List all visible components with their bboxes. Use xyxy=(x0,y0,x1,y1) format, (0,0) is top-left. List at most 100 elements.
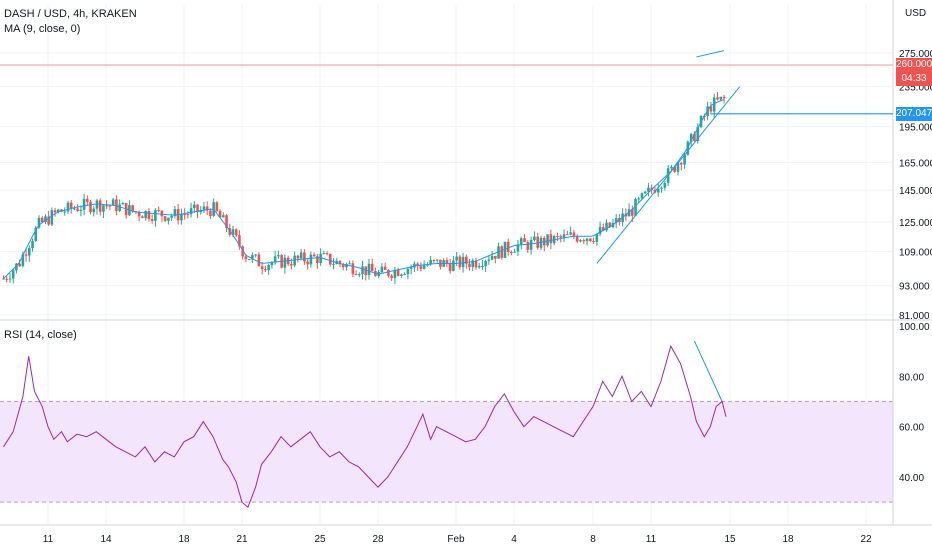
candle-body xyxy=(663,182,667,188)
candle-body xyxy=(209,210,212,216)
candle-body xyxy=(364,266,368,276)
candle-body xyxy=(2,278,5,280)
time-tick-label: 25 xyxy=(314,534,326,545)
candle-body xyxy=(516,244,520,252)
candle-body xyxy=(380,266,384,273)
candle-body xyxy=(526,242,530,250)
time-tick-label: 8 xyxy=(590,534,596,545)
rsi-tick-label: 40.00 xyxy=(899,473,924,484)
candle-body xyxy=(546,234,549,246)
candle-body xyxy=(293,255,296,266)
candle-body xyxy=(595,233,599,242)
price-tick-label: 195.000 xyxy=(899,123,932,134)
candle-body xyxy=(231,229,235,235)
candle-body xyxy=(592,241,595,243)
candle-body xyxy=(406,268,410,275)
candle-body xyxy=(283,257,287,268)
candle-body xyxy=(647,187,650,192)
candle-body xyxy=(403,274,406,276)
candle-body xyxy=(202,206,206,210)
candle-body xyxy=(719,96,723,100)
candle-body xyxy=(316,256,319,264)
rsi-tick-label: 60.00 xyxy=(899,423,924,434)
candle-body xyxy=(105,205,108,207)
candle-body xyxy=(277,255,280,257)
candle-body xyxy=(95,200,99,209)
price-tick-label: 235.000 xyxy=(899,83,932,94)
candle-body xyxy=(533,236,536,241)
candle-body xyxy=(429,259,432,265)
candle-body xyxy=(118,204,121,211)
candle-body xyxy=(31,240,34,249)
candle-body xyxy=(186,214,190,216)
candle-body xyxy=(180,214,183,221)
candle-body xyxy=(650,187,653,190)
candle-body xyxy=(506,241,510,252)
candle-body xyxy=(465,256,468,264)
candle-body xyxy=(468,263,471,268)
candle-body xyxy=(484,260,487,267)
candle-body xyxy=(218,210,222,218)
candle-body xyxy=(37,217,41,228)
support-trendline xyxy=(596,86,741,264)
candle-body xyxy=(656,188,660,193)
candle-body xyxy=(494,255,497,259)
candle-body xyxy=(338,260,342,265)
candle-body xyxy=(69,202,73,209)
candle-body xyxy=(413,263,416,268)
candle-body xyxy=(722,96,726,99)
rsi-tick-label: 80.00 xyxy=(899,372,924,383)
candle-body xyxy=(173,209,177,216)
price-tick-label: 165.000 xyxy=(899,158,932,169)
candle-body xyxy=(679,163,683,165)
rsi-axis-ticks: 100.00 80.00 60.00 40.00 xyxy=(899,322,930,484)
candle-body xyxy=(167,217,170,221)
chart-title: DASH / USD, 4h, KRAKEN xyxy=(4,8,137,20)
candle-body xyxy=(390,275,393,278)
candle-body xyxy=(351,263,355,275)
time-tick-label: 4 xyxy=(511,534,517,545)
candle-body xyxy=(82,199,86,210)
candle-body xyxy=(312,254,316,257)
candle-body xyxy=(474,260,478,268)
candle-body xyxy=(222,215,225,218)
candle-body xyxy=(432,259,436,261)
candle-body xyxy=(614,218,618,223)
candle-body xyxy=(634,199,637,216)
candle-body xyxy=(396,269,400,276)
candle-body xyxy=(170,215,173,218)
countdown-tag: 04:33 xyxy=(896,72,932,87)
time-tick-label: 28 xyxy=(372,534,384,545)
candle-body xyxy=(358,274,361,276)
candle-body xyxy=(215,202,219,211)
candle-body xyxy=(481,266,484,268)
candle-body xyxy=(309,254,313,265)
candle-body xyxy=(57,209,60,213)
candle-body xyxy=(141,216,144,219)
time-tick-label: 18 xyxy=(178,534,190,545)
candle-body xyxy=(111,199,115,206)
rsi-divergence-line xyxy=(693,340,723,402)
time-tick-label: 21 xyxy=(236,534,248,545)
candle-body xyxy=(539,237,543,248)
candle-body xyxy=(575,236,579,242)
candle-body xyxy=(183,214,186,216)
rsi-band xyxy=(0,401,893,503)
candle-body xyxy=(306,261,309,265)
trendlines xyxy=(596,50,741,402)
candle-body xyxy=(452,260,455,271)
candle-body xyxy=(393,269,397,278)
candle-body xyxy=(448,263,452,271)
currency-label: USD xyxy=(905,8,927,19)
candle-body xyxy=(244,256,248,260)
candle-body xyxy=(79,209,83,211)
candle-body xyxy=(299,252,303,259)
candle-body xyxy=(108,205,112,207)
ma-series-line xyxy=(3,99,725,279)
candle-body xyxy=(150,219,154,221)
candle-body xyxy=(160,210,164,217)
candle-body xyxy=(348,263,351,265)
candle-body xyxy=(254,254,257,256)
candle-body xyxy=(712,97,716,112)
